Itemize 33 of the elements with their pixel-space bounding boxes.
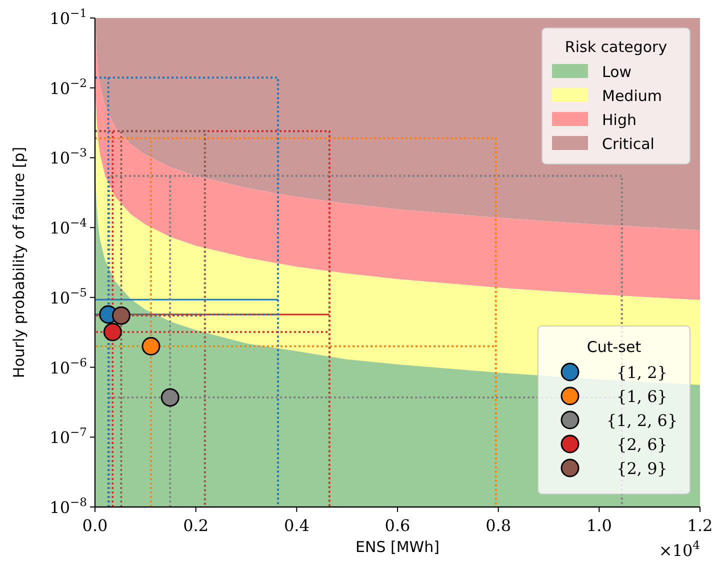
legend-label: {1, 2} bbox=[616, 363, 668, 382]
y-tick-label: 10$^{−8}$ bbox=[50, 495, 87, 517]
x-tick-label: 0.4 bbox=[284, 516, 310, 535]
x-tick-label: 1.0 bbox=[586, 516, 612, 535]
legend-label: Medium bbox=[602, 87, 662, 105]
x-tick-label: 1.2 bbox=[687, 516, 712, 535]
y-tick-label: 10$^{−1}$ bbox=[50, 6, 87, 28]
legend-label: {2, 6} bbox=[616, 435, 668, 454]
point bbox=[160, 388, 180, 407]
legend-label: Critical bbox=[602, 135, 654, 153]
annotation: Cut-set bbox=[586, 338, 642, 356]
point bbox=[103, 322, 122, 342]
x-tick-label: 0.0 bbox=[82, 516, 108, 535]
legend-label: {2, 9} bbox=[616, 459, 668, 478]
legend-title: Risk category bbox=[564, 38, 668, 56]
legend-label: High bbox=[602, 111, 636, 129]
y-tick-label: 10$^{−6}$ bbox=[50, 355, 87, 378]
point bbox=[142, 337, 160, 356]
y-tick-label: 10$^{−4}$ bbox=[50, 216, 87, 238]
y-axis-title: Hourly probability of failure [p] bbox=[10, 146, 28, 378]
text: ×10$^{4}$ bbox=[658, 538, 700, 560]
y-tick-label: 10$^{−5}$ bbox=[50, 285, 87, 308]
x-tick-label: 0.2 bbox=[183, 516, 209, 535]
y-tick-label: 10$^{−2}$ bbox=[50, 76, 87, 98]
x-axis-title: ENS [MWh] bbox=[356, 538, 440, 556]
y-tick-label: 10$^{−7}$ bbox=[50, 425, 87, 448]
x-tick-label: 0.8 bbox=[486, 516, 512, 535]
x-tick-label: 0.6 bbox=[384, 516, 410, 535]
legend-label: {1, 6} bbox=[616, 387, 668, 406]
legend-label: Low bbox=[602, 63, 632, 81]
y-tick-label: 10$^{−3}$ bbox=[50, 146, 87, 168]
point bbox=[112, 306, 130, 325]
legend-label: {1, 2, 6} bbox=[606, 411, 678, 430]
